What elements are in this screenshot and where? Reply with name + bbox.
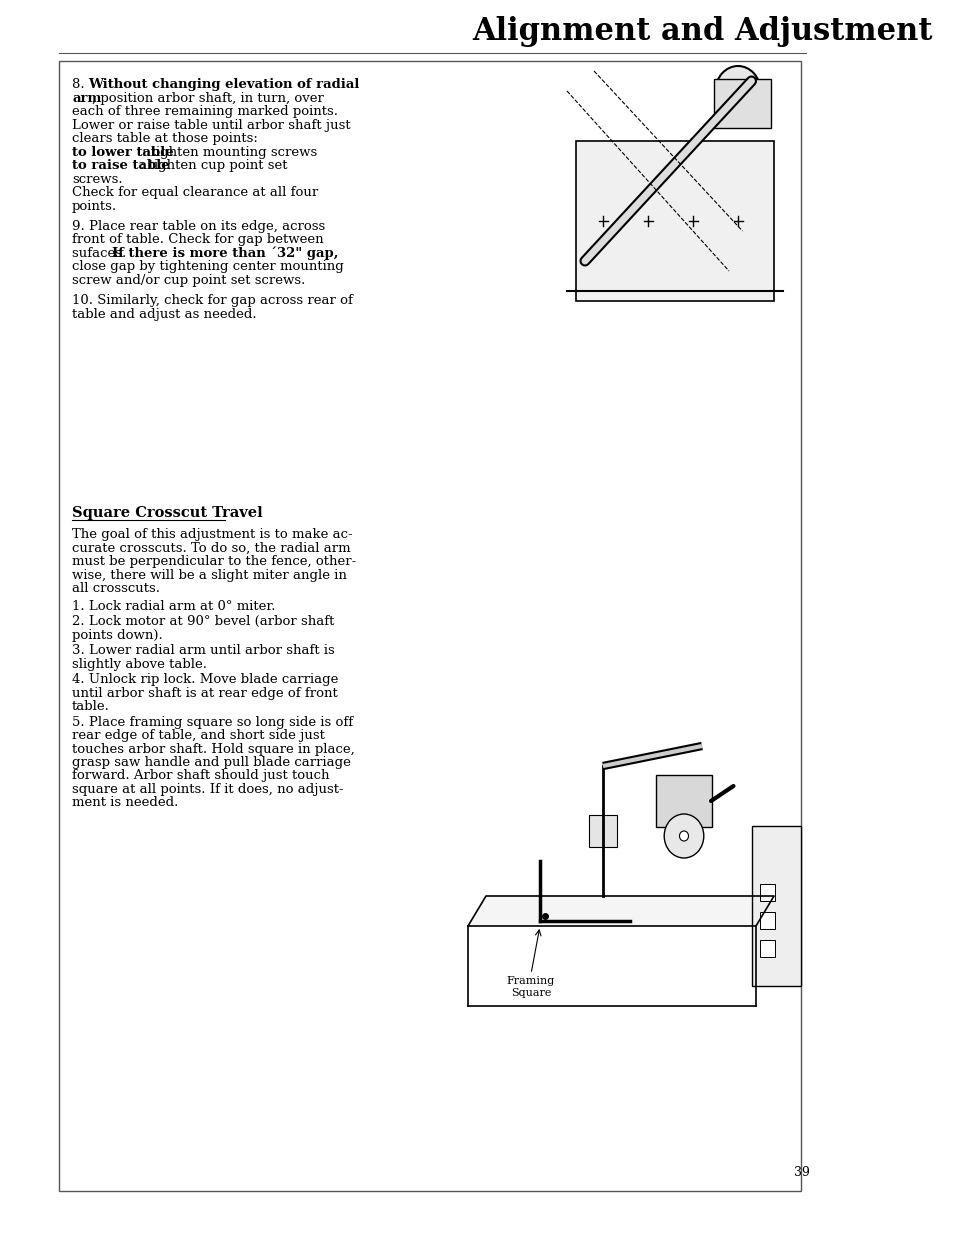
FancyBboxPatch shape	[713, 79, 770, 129]
Text: sufaces.: sufaces.	[71, 247, 131, 260]
Text: 4. Unlock rip lock. Move blade carriage: 4. Unlock rip lock. Move blade carriage	[71, 672, 338, 686]
Text: all crosscuts.: all crosscuts.	[71, 582, 160, 595]
Text: : tighten mounting screws: : tighten mounting screws	[142, 146, 317, 158]
Text: 5. Place framing square so long side is off: 5. Place framing square so long side is …	[71, 716, 353, 728]
Text: touches arbor shaft. Hold square in place,: touches arbor shaft. Hold square in plac…	[71, 743, 355, 755]
Circle shape	[715, 66, 760, 116]
Text: 2. Lock motor at 90° bevel (arbor shaft: 2. Lock motor at 90° bevel (arbor shaft	[71, 616, 334, 628]
Text: points down).: points down).	[71, 628, 163, 641]
Text: curate crosscuts. To do so, the radial arm: curate crosscuts. To do so, the radial a…	[71, 541, 351, 555]
Text: 8.: 8.	[71, 78, 89, 91]
Text: 1. Lock radial arm at 0° miter.: 1. Lock radial arm at 0° miter.	[71, 599, 275, 613]
FancyBboxPatch shape	[759, 884, 774, 901]
Text: points.: points.	[71, 199, 117, 213]
Text: 39: 39	[793, 1166, 809, 1179]
Text: clears table at those points:: clears table at those points:	[71, 132, 257, 145]
Text: forward. Arbor shaft should just touch: forward. Arbor shaft should just touch	[71, 770, 329, 782]
Text: Lower or raise table until arbor shaft just: Lower or raise table until arbor shaft j…	[71, 119, 351, 131]
Text: The goal of this adjustment is to make ac-: The goal of this adjustment is to make a…	[71, 528, 353, 541]
Text: slightly above table.: slightly above table.	[71, 658, 207, 670]
Text: to lower table: to lower table	[71, 146, 173, 158]
Text: to raise table: to raise table	[71, 159, 170, 172]
Text: 10. Similarly, check for gap across rear of: 10. Similarly, check for gap across rear…	[71, 294, 353, 307]
Text: Without changing elevation of radial: Without changing elevation of radial	[88, 78, 359, 91]
FancyBboxPatch shape	[58, 61, 801, 1192]
Bar	[576, 141, 773, 302]
Text: screw and/or cup point set screws.: screw and/or cup point set screws.	[71, 273, 305, 287]
Circle shape	[679, 831, 688, 840]
Text: Framing
Square: Framing Square	[506, 976, 555, 997]
Text: Check for equal clearance at all four: Check for equal clearance at all four	[71, 185, 318, 199]
FancyBboxPatch shape	[759, 941, 774, 957]
Text: square at all points. If it does, no adjust-: square at all points. If it does, no adj…	[71, 782, 343, 796]
FancyBboxPatch shape	[656, 775, 711, 827]
Text: rear edge of table, and short side just: rear edge of table, and short side just	[71, 729, 325, 742]
FancyBboxPatch shape	[759, 912, 774, 929]
FancyBboxPatch shape	[751, 826, 801, 986]
Text: arm: arm	[71, 91, 101, 105]
Circle shape	[663, 815, 703, 858]
Text: 9. Place rear table on its edge, across: 9. Place rear table on its edge, across	[71, 220, 325, 232]
Text: ment is needed.: ment is needed.	[71, 796, 178, 810]
Text: close gap by tightening center mounting: close gap by tightening center mounting	[71, 261, 343, 273]
Text: wise, there will be a slight miter angle in: wise, there will be a slight miter angle…	[71, 569, 347, 581]
Text: : tighten cup point set: : tighten cup point set	[140, 159, 288, 172]
Polygon shape	[468, 896, 773, 926]
FancyBboxPatch shape	[588, 815, 617, 847]
Text: each of three remaining marked points.: each of three remaining marked points.	[71, 105, 337, 117]
Text: table and adjust as needed.: table and adjust as needed.	[71, 308, 256, 320]
Text: , position arbor shaft, in turn, over: , position arbor shaft, in turn, over	[91, 91, 323, 105]
Text: If there is more than ´32" gap,: If there is more than ´32" gap,	[112, 247, 337, 261]
Text: grasp saw handle and pull blade carriage: grasp saw handle and pull blade carriage	[71, 756, 351, 769]
Circle shape	[730, 83, 744, 99]
Text: screws.: screws.	[71, 173, 123, 185]
Text: Square Crosscut Travel: Square Crosscut Travel	[71, 506, 262, 520]
Text: Alignment and Adjustment: Alignment and Adjustment	[471, 16, 931, 47]
Text: table.: table.	[71, 700, 110, 713]
Text: 3. Lower radial arm until arbor shaft is: 3. Lower radial arm until arbor shaft is	[71, 644, 335, 658]
Text: until arbor shaft is at rear edge of front: until arbor shaft is at rear edge of fro…	[71, 686, 337, 700]
Text: front of table. Check for gap between: front of table. Check for gap between	[71, 234, 323, 246]
Text: must be perpendicular to the fence, other-: must be perpendicular to the fence, othe…	[71, 555, 355, 569]
